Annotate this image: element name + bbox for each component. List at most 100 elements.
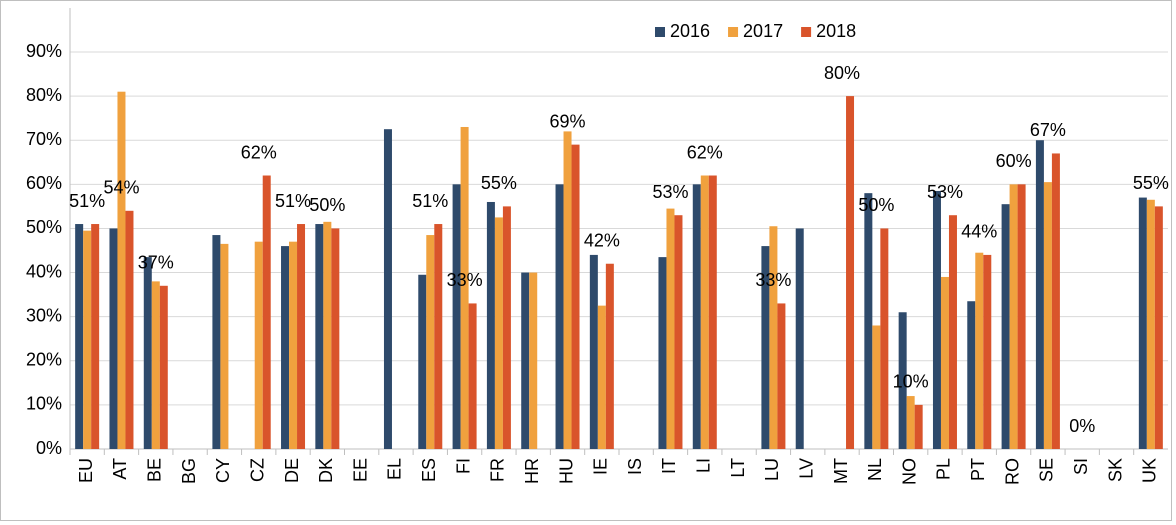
x-tick-label: RO (1002, 458, 1022, 485)
bar (589, 254, 598, 449)
x-tick-label: FI (453, 458, 473, 474)
bar (975, 252, 984, 449)
x-tick-label: AT (110, 458, 130, 480)
legend-label: 2018 (816, 21, 856, 41)
bar (864, 193, 873, 449)
data-label: 55% (1133, 173, 1169, 193)
bar (418, 274, 427, 449)
bar (571, 144, 580, 449)
bar (83, 230, 92, 449)
y-tick-label: 60% (26, 173, 62, 193)
bar (494, 217, 503, 449)
x-tick-label: PT (968, 458, 988, 481)
x-tick-label: FR (488, 458, 508, 482)
bar (658, 257, 667, 449)
x-tick-label: DE (282, 458, 302, 483)
y-tick-label: 90% (26, 41, 62, 61)
bar (91, 224, 100, 449)
bar (426, 235, 435, 449)
y-tick-label: 30% (26, 305, 62, 325)
bar (761, 246, 770, 449)
x-tick-label: SK (1105, 458, 1125, 482)
data-label: 42% (584, 230, 620, 250)
bar (75, 224, 84, 449)
x-tick-label: IS (625, 458, 645, 475)
bar (529, 272, 538, 449)
bar (220, 243, 229, 449)
data-label: 33% (755, 270, 791, 290)
bar (117, 91, 126, 449)
bar (692, 184, 701, 450)
bar (1017, 184, 1026, 450)
x-tick-label: CY (213, 458, 233, 483)
legend-swatch (728, 27, 739, 37)
bar (452, 184, 461, 450)
bar (795, 228, 804, 449)
data-label: 62% (241, 142, 277, 162)
bar (434, 224, 443, 449)
data-label: 54% (103, 178, 139, 198)
bar (932, 190, 941, 449)
data-label: 51% (412, 191, 448, 211)
bar (323, 221, 332, 449)
data-label: 60% (996, 151, 1032, 171)
bar (906, 396, 915, 449)
bar (1051, 153, 1060, 449)
x-tick-label: LU (762, 458, 782, 481)
bar (555, 184, 564, 450)
bar (1043, 182, 1052, 449)
bar (468, 303, 477, 449)
x-tick-label: EL (385, 458, 405, 480)
bar (315, 224, 324, 449)
data-label: 10% (893, 372, 929, 392)
data-label: 51% (69, 191, 105, 211)
bar (597, 305, 606, 449)
x-tick-label: PL (934, 458, 954, 480)
y-tick-label: 20% (26, 350, 62, 370)
data-label: 33% (447, 270, 483, 290)
legend-label: 2016 (670, 21, 710, 41)
y-tick-label: 10% (26, 394, 62, 414)
x-tick-label: NO (899, 458, 919, 485)
x-tick-label: LI (694, 458, 714, 473)
data-label: 37% (138, 253, 174, 273)
bar (1001, 204, 1010, 449)
bar (666, 208, 675, 449)
data-label: 69% (550, 111, 586, 131)
bar (674, 215, 683, 449)
bar (1154, 206, 1163, 449)
bar (1138, 197, 1147, 449)
data-label: 55% (481, 173, 517, 193)
x-tick-label: IT (659, 458, 679, 474)
bar (281, 246, 290, 449)
data-label: 67% (1030, 120, 1066, 140)
bar (383, 129, 392, 449)
bar (914, 404, 923, 449)
bar (289, 241, 298, 449)
x-tick-label: LV (796, 458, 816, 479)
bar (898, 312, 907, 449)
x-tick-label: NL (865, 458, 885, 481)
data-label: 44% (961, 222, 997, 242)
bar (262, 175, 271, 449)
bar (1035, 140, 1044, 449)
bar (846, 96, 855, 449)
data-label: 50% (858, 195, 894, 215)
bar (212, 235, 221, 449)
bar (1146, 199, 1155, 449)
bar (967, 301, 976, 449)
x-tick-label: EE (350, 458, 370, 482)
bar (486, 201, 495, 449)
bar (872, 325, 881, 449)
bar (700, 175, 709, 449)
x-tick-label: ES (419, 458, 439, 482)
bar (948, 215, 957, 449)
bar (777, 303, 786, 449)
x-tick-label: UK (1140, 458, 1160, 483)
bar (1009, 184, 1018, 450)
x-tick-label: HU (556, 458, 576, 484)
x-tick-label: MT (831, 458, 851, 484)
data-label: 50% (309, 195, 345, 215)
bar (125, 210, 134, 449)
